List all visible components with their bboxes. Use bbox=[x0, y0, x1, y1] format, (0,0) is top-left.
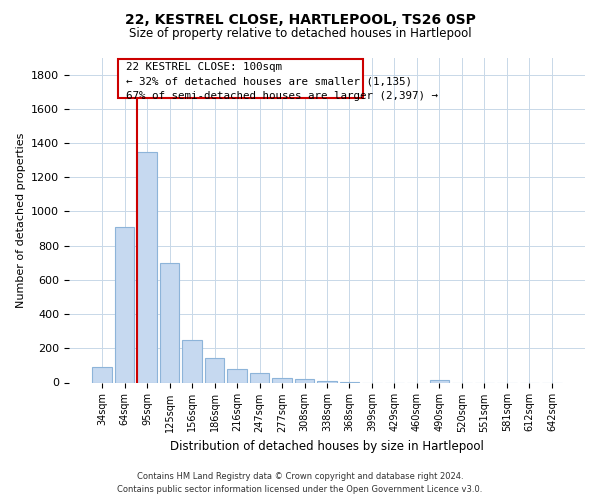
Text: 22, KESTREL CLOSE, HARTLEPOOL, TS26 0SP: 22, KESTREL CLOSE, HARTLEPOOL, TS26 0SP bbox=[125, 12, 475, 26]
Bar bbox=[272, 378, 292, 382]
X-axis label: Distribution of detached houses by size in Hartlepool: Distribution of detached houses by size … bbox=[170, 440, 484, 453]
Text: Size of property relative to detached houses in Hartlepool: Size of property relative to detached ho… bbox=[128, 28, 472, 40]
Bar bbox=[317, 381, 337, 382]
FancyBboxPatch shape bbox=[118, 59, 363, 98]
Bar bbox=[205, 358, 224, 382]
Bar bbox=[115, 227, 134, 382]
Text: 22 KESTREL CLOSE: 100sqm
← 32% of detached houses are smaller (1,135)
67% of sem: 22 KESTREL CLOSE: 100sqm ← 32% of detach… bbox=[126, 62, 438, 101]
Bar bbox=[227, 369, 247, 382]
Bar bbox=[182, 340, 202, 382]
Text: Contains HM Land Registry data © Crown copyright and database right 2024.
Contai: Contains HM Land Registry data © Crown c… bbox=[118, 472, 482, 494]
Bar bbox=[430, 380, 449, 382]
Bar bbox=[160, 263, 179, 382]
Bar bbox=[250, 373, 269, 382]
Bar bbox=[137, 152, 157, 382]
Bar bbox=[92, 367, 112, 382]
Y-axis label: Number of detached properties: Number of detached properties bbox=[16, 132, 26, 308]
Bar bbox=[295, 379, 314, 382]
